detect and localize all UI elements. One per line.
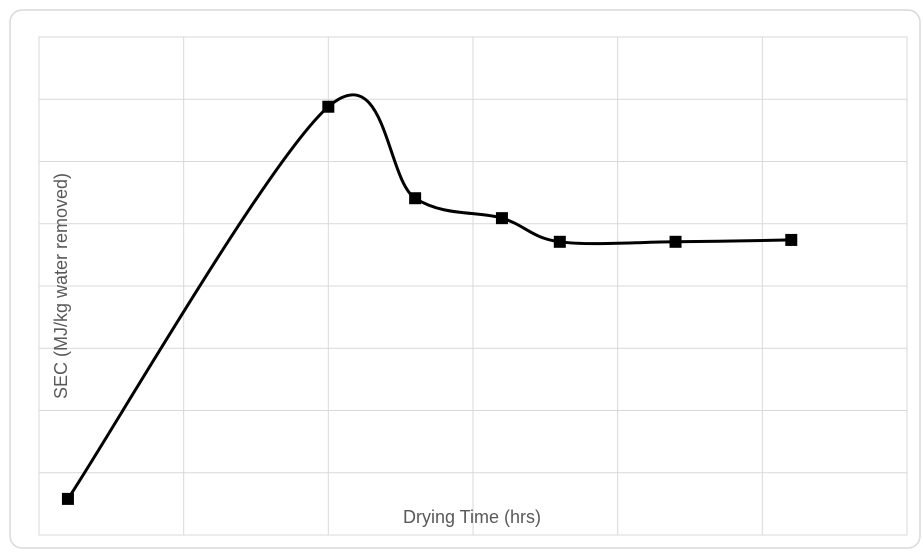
- grid: [38, 36, 908, 536]
- marker: [409, 192, 422, 205]
- marker: [785, 233, 798, 246]
- marker: [322, 100, 335, 113]
- marker: [669, 235, 682, 248]
- marker: [553, 235, 566, 248]
- plot-area: [38, 36, 908, 536]
- y-axis-label: SEC (MJ/kg water removed): [51, 173, 71, 399]
- chart-frame: [9, 9, 921, 549]
- x-axis-label: Drying Time (hrs): [403, 507, 541, 527]
- line: [66, 93, 792, 500]
- marker: [495, 212, 508, 225]
- marker: [61, 492, 74, 505]
